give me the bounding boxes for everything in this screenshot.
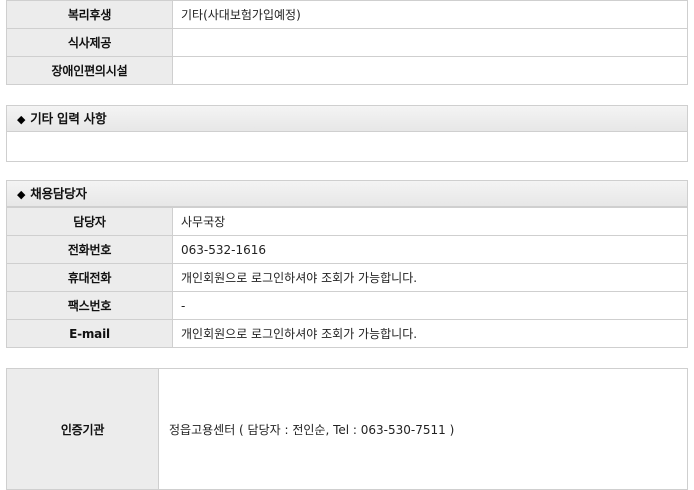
certification-agency-label: 인증기관 xyxy=(6,368,159,490)
fax-value: - xyxy=(172,291,688,320)
manager-section-title: 채용담당자 xyxy=(30,186,87,201)
welfare-label: 복리후생 xyxy=(6,0,173,29)
accessibility-label: 장애인편의시설 xyxy=(6,56,173,85)
etc-section-header: ◆ 기타 입력 사항 xyxy=(6,105,688,132)
phone-label: 전화번호 xyxy=(6,235,173,264)
mobile-value: 개인회원으로 로그인하셔야 조회가 가능합니다. xyxy=(172,263,688,292)
welfare-table: 복리후생 기타(사대보험가입예정) 식사제공 장애인편의시설 xyxy=(6,0,688,85)
certification-agency-value: 정읍고용센터 ( 담당자 : 전인순, Tel : 063-530-7511 ) xyxy=(158,368,688,490)
certification-table: 인증기관 정읍고용센터 ( 담당자 : 전인순, Tel : 063-530-7… xyxy=(6,368,688,490)
table-row: 식사제공 xyxy=(6,28,688,57)
email-value: 개인회원으로 로그인하셔야 조회가 가능합니다. xyxy=(172,319,688,348)
welfare-value: 기타(사대보험가입예정) xyxy=(172,0,688,29)
meal-provision-value xyxy=(172,28,688,57)
table-row: 팩스번호 - xyxy=(6,291,688,320)
spacer xyxy=(6,162,688,180)
manager-name-value: 사무국장 xyxy=(172,207,688,236)
spacer xyxy=(6,348,688,368)
table-row: 복리후생 기타(사대보험가입예정) xyxy=(6,0,688,29)
email-label: E-mail xyxy=(6,319,173,348)
accessibility-value xyxy=(172,56,688,85)
phone-value: 063-532-1616 xyxy=(172,235,688,264)
mobile-label: 휴대전화 xyxy=(6,263,173,292)
table-row: 장애인편의시설 xyxy=(6,56,688,85)
manager-section-header: ◆ 채용담당자 xyxy=(6,180,688,207)
fax-label: 팩스번호 xyxy=(6,291,173,320)
spacer xyxy=(6,85,688,105)
table-row: 인증기관 정읍고용센터 ( 담당자 : 전인순, Tel : 063-530-7… xyxy=(6,368,688,490)
table-row: 전화번호 063-532-1616 xyxy=(6,235,688,264)
meal-provision-label: 식사제공 xyxy=(6,28,173,57)
etc-section-body xyxy=(6,132,688,162)
manager-name-label: 담당자 xyxy=(6,207,173,236)
table-row: 담당자 사무국장 xyxy=(6,207,688,236)
table-row: E-mail 개인회원으로 로그인하셔야 조회가 가능합니다. xyxy=(6,319,688,348)
diamond-icon: ◆ xyxy=(17,188,26,201)
etc-section-title: 기타 입력 사항 xyxy=(30,111,107,126)
table-row: 휴대전화 개인회원으로 로그인하셔야 조회가 가능합니다. xyxy=(6,263,688,292)
manager-table: 담당자 사무국장 전화번호 063-532-1616 휴대전화 개인회원으로 로… xyxy=(6,207,688,348)
diamond-icon: ◆ xyxy=(17,113,26,126)
